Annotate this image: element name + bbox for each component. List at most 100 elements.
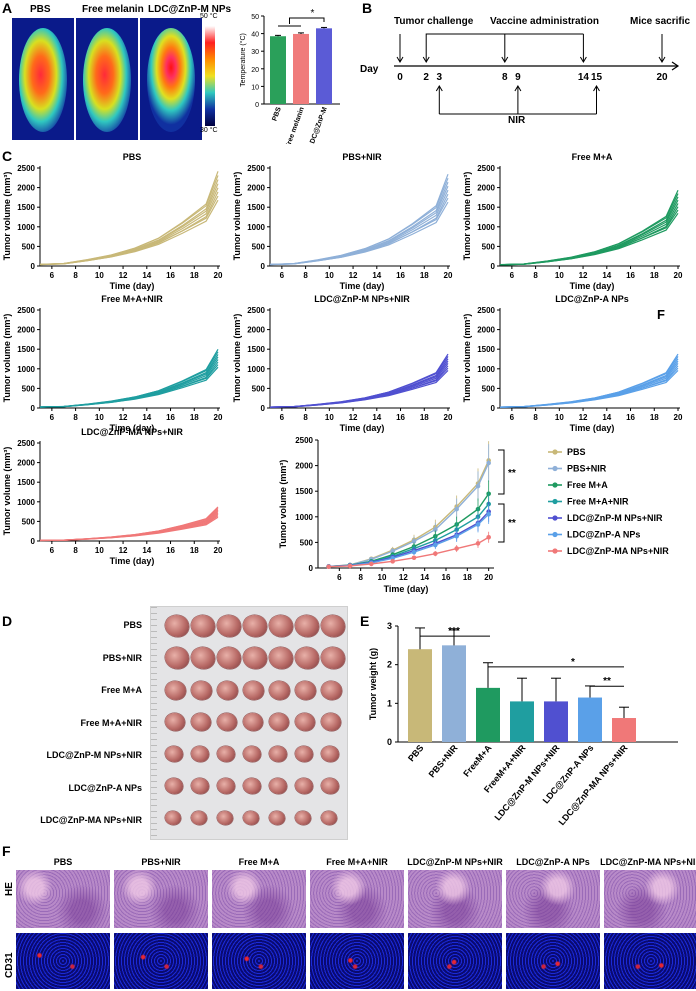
subplot-xtick-label: 14 bbox=[602, 271, 611, 280]
e-bar bbox=[510, 701, 534, 742]
a-bar bbox=[316, 28, 332, 104]
combined-data-point bbox=[411, 539, 417, 544]
subplot-xlabel: Time (day) bbox=[110, 281, 155, 291]
tumor-specimen bbox=[217, 680, 238, 700]
subplot-xtick-label: 8 bbox=[303, 271, 308, 280]
subplot-ytick-label: 1500 bbox=[247, 203, 265, 212]
vaccine-admin-label: Vaccine administration bbox=[490, 16, 599, 27]
histology-column-header: LDC@ZnP-MA NPs+NIR bbox=[600, 857, 696, 867]
growth-subplot: Free M+A+NIR 0 500 1000 1500 2000 2500 6 8 10 12 14… bbox=[2, 294, 223, 433]
timeline-arrowhead bbox=[671, 61, 680, 71]
combined-data-point bbox=[433, 542, 438, 548]
subplot-title: Free M+A bbox=[572, 152, 613, 162]
subplot-xtick-label: 12 bbox=[119, 271, 128, 280]
combined-data-point bbox=[475, 541, 481, 546]
vaccine-bracket bbox=[425, 33, 584, 62]
subplot-xtick-label: 16 bbox=[166, 271, 175, 280]
tumor-specimen bbox=[165, 680, 186, 700]
subplot-ylabel: Tumor volume (mm³) bbox=[462, 314, 472, 403]
tumor-row-label: Free M+A+NIR bbox=[80, 717, 142, 728]
combined-ytick-label: 1000 bbox=[295, 513, 313, 522]
individual-growth-curve bbox=[39, 364, 219, 408]
tumor-specimen bbox=[321, 647, 345, 669]
subplot-ytick-label: 500 bbox=[22, 242, 36, 251]
subplot-ytick-label: 500 bbox=[482, 384, 496, 393]
tumor-specimen bbox=[321, 778, 339, 794]
tumor-specimen bbox=[217, 746, 235, 762]
legend-swatch-marker bbox=[552, 498, 558, 505]
subplot-xtick-label: 12 bbox=[349, 271, 358, 280]
timeline-day-label: 2 bbox=[423, 72, 429, 83]
subplot-ytick-label: 0 bbox=[261, 262, 266, 271]
subplot-ytick-label: 1500 bbox=[477, 203, 495, 212]
tumor-specimen bbox=[295, 746, 313, 762]
up-arrow-head bbox=[435, 85, 443, 92]
subplot-ylabel: Tumor volume (mm³) bbox=[2, 172, 12, 261]
individual-growth-curve bbox=[269, 353, 449, 408]
growth-subplot: PBS 0 500 1000 1500 2000 2500 6 8 10 12 14 16 18 20 Tim… bbox=[2, 152, 223, 291]
combined-growth-chart: 0 500 1000 1500 2000 2500 6 8 10 12 14 16 18 20 Time (… bbox=[278, 436, 669, 594]
subplot-ytick-label: 1500 bbox=[17, 345, 35, 354]
tumor-row-label: PBS+NIR bbox=[102, 652, 142, 663]
treatment-timeline: Tumor challenge Vaccine administration M… bbox=[360, 16, 690, 126]
he-stain-tile bbox=[16, 870, 110, 928]
subplot-xtick-label: 12 bbox=[579, 271, 588, 280]
subplot-ytick-label: 1500 bbox=[247, 345, 265, 354]
subplot-title: LDC@ZnP-MA NPs+NIR bbox=[81, 427, 183, 437]
subplot-xlabel: Time (day) bbox=[340, 423, 385, 433]
subplot-ytick-label: 2500 bbox=[247, 164, 265, 173]
histology-column-header: PBS bbox=[53, 857, 73, 867]
temperature-bar-chart: 0 10 20 30 40 50 Temperature (°C) PBS Free melan… bbox=[239, 8, 340, 144]
sig-bracket-1 bbox=[498, 449, 505, 495]
subplot-ytick-label: 0 bbox=[31, 404, 36, 413]
subplot-ylabel: Tumor volume (mm³) bbox=[2, 447, 12, 536]
subplot-xtick-label: 8 bbox=[73, 271, 78, 280]
tumor-row-label: LDC@ZnP-M NPs+NIR bbox=[46, 750, 142, 760]
subplot-xtick-label: 14 bbox=[142, 546, 151, 555]
tumor-specimen bbox=[165, 746, 183, 762]
legend-swatch-marker bbox=[552, 449, 558, 455]
subplot-ytick-label: 0 bbox=[31, 537, 36, 546]
a-ylabel: Temperature (°C) bbox=[239, 33, 247, 87]
down-arrow-head bbox=[396, 56, 404, 63]
individual-growth-curve bbox=[269, 173, 449, 266]
legend-swatch-marker bbox=[552, 531, 558, 538]
subplot-ylabel: Tumor volume (mm³) bbox=[232, 172, 242, 261]
tumor-specimen bbox=[295, 778, 313, 794]
subplot-xtick-label: 20 bbox=[674, 413, 683, 422]
subplot-xtick-label: 8 bbox=[303, 413, 308, 422]
down-arrow-head bbox=[579, 56, 587, 63]
combined-data-point bbox=[486, 511, 491, 517]
individual-growth-curve bbox=[499, 190, 679, 266]
cd31-stain-tile bbox=[16, 933, 110, 989]
sig-label-1: ** bbox=[508, 468, 516, 479]
combined-ytick-label: 500 bbox=[300, 538, 314, 547]
subplot-xtick-label: 14 bbox=[142, 413, 151, 422]
legend-label: Free M+A bbox=[567, 480, 608, 490]
combined-data-point bbox=[411, 549, 417, 555]
subplot-ytick-label: 0 bbox=[31, 262, 36, 271]
combined-data-point bbox=[454, 506, 459, 512]
histology-column-header: LDC@ZnP-A NPs bbox=[516, 857, 590, 867]
combined-ylabel: Tumor volume (mm³) bbox=[278, 460, 288, 549]
subplot-xtick-label: 18 bbox=[650, 413, 659, 422]
combined-xtick-label: 18 bbox=[463, 573, 472, 582]
tumor-specimen bbox=[165, 778, 183, 794]
subplot-xtick-label: 20 bbox=[444, 413, 453, 422]
subplot-ytick-label: 1500 bbox=[17, 478, 35, 487]
a-ytick-label: 0 bbox=[255, 102, 259, 109]
subplot-xtick-label: 18 bbox=[190, 546, 199, 555]
cd31-stain-tile bbox=[604, 933, 696, 989]
subplot-xtick-label: 12 bbox=[119, 413, 128, 422]
subplot-xtick-label: 14 bbox=[602, 413, 611, 422]
subplot-ytick-label: 2500 bbox=[17, 306, 35, 315]
scale-max-label: 50 °C bbox=[200, 13, 218, 20]
cd31-stain-tile bbox=[408, 933, 502, 989]
combined-data-point bbox=[347, 563, 353, 569]
legend-label: Free M+A+NIR bbox=[567, 497, 629, 507]
subplot-title: Free M+A+NIR bbox=[101, 294, 163, 304]
combined-data-point bbox=[475, 483, 481, 489]
subplot-xtick-label: 6 bbox=[50, 546, 55, 555]
e-category-label: LDC@ZnP-M NPs+NIR bbox=[492, 742, 561, 822]
tumor-specimen bbox=[217, 615, 241, 637]
